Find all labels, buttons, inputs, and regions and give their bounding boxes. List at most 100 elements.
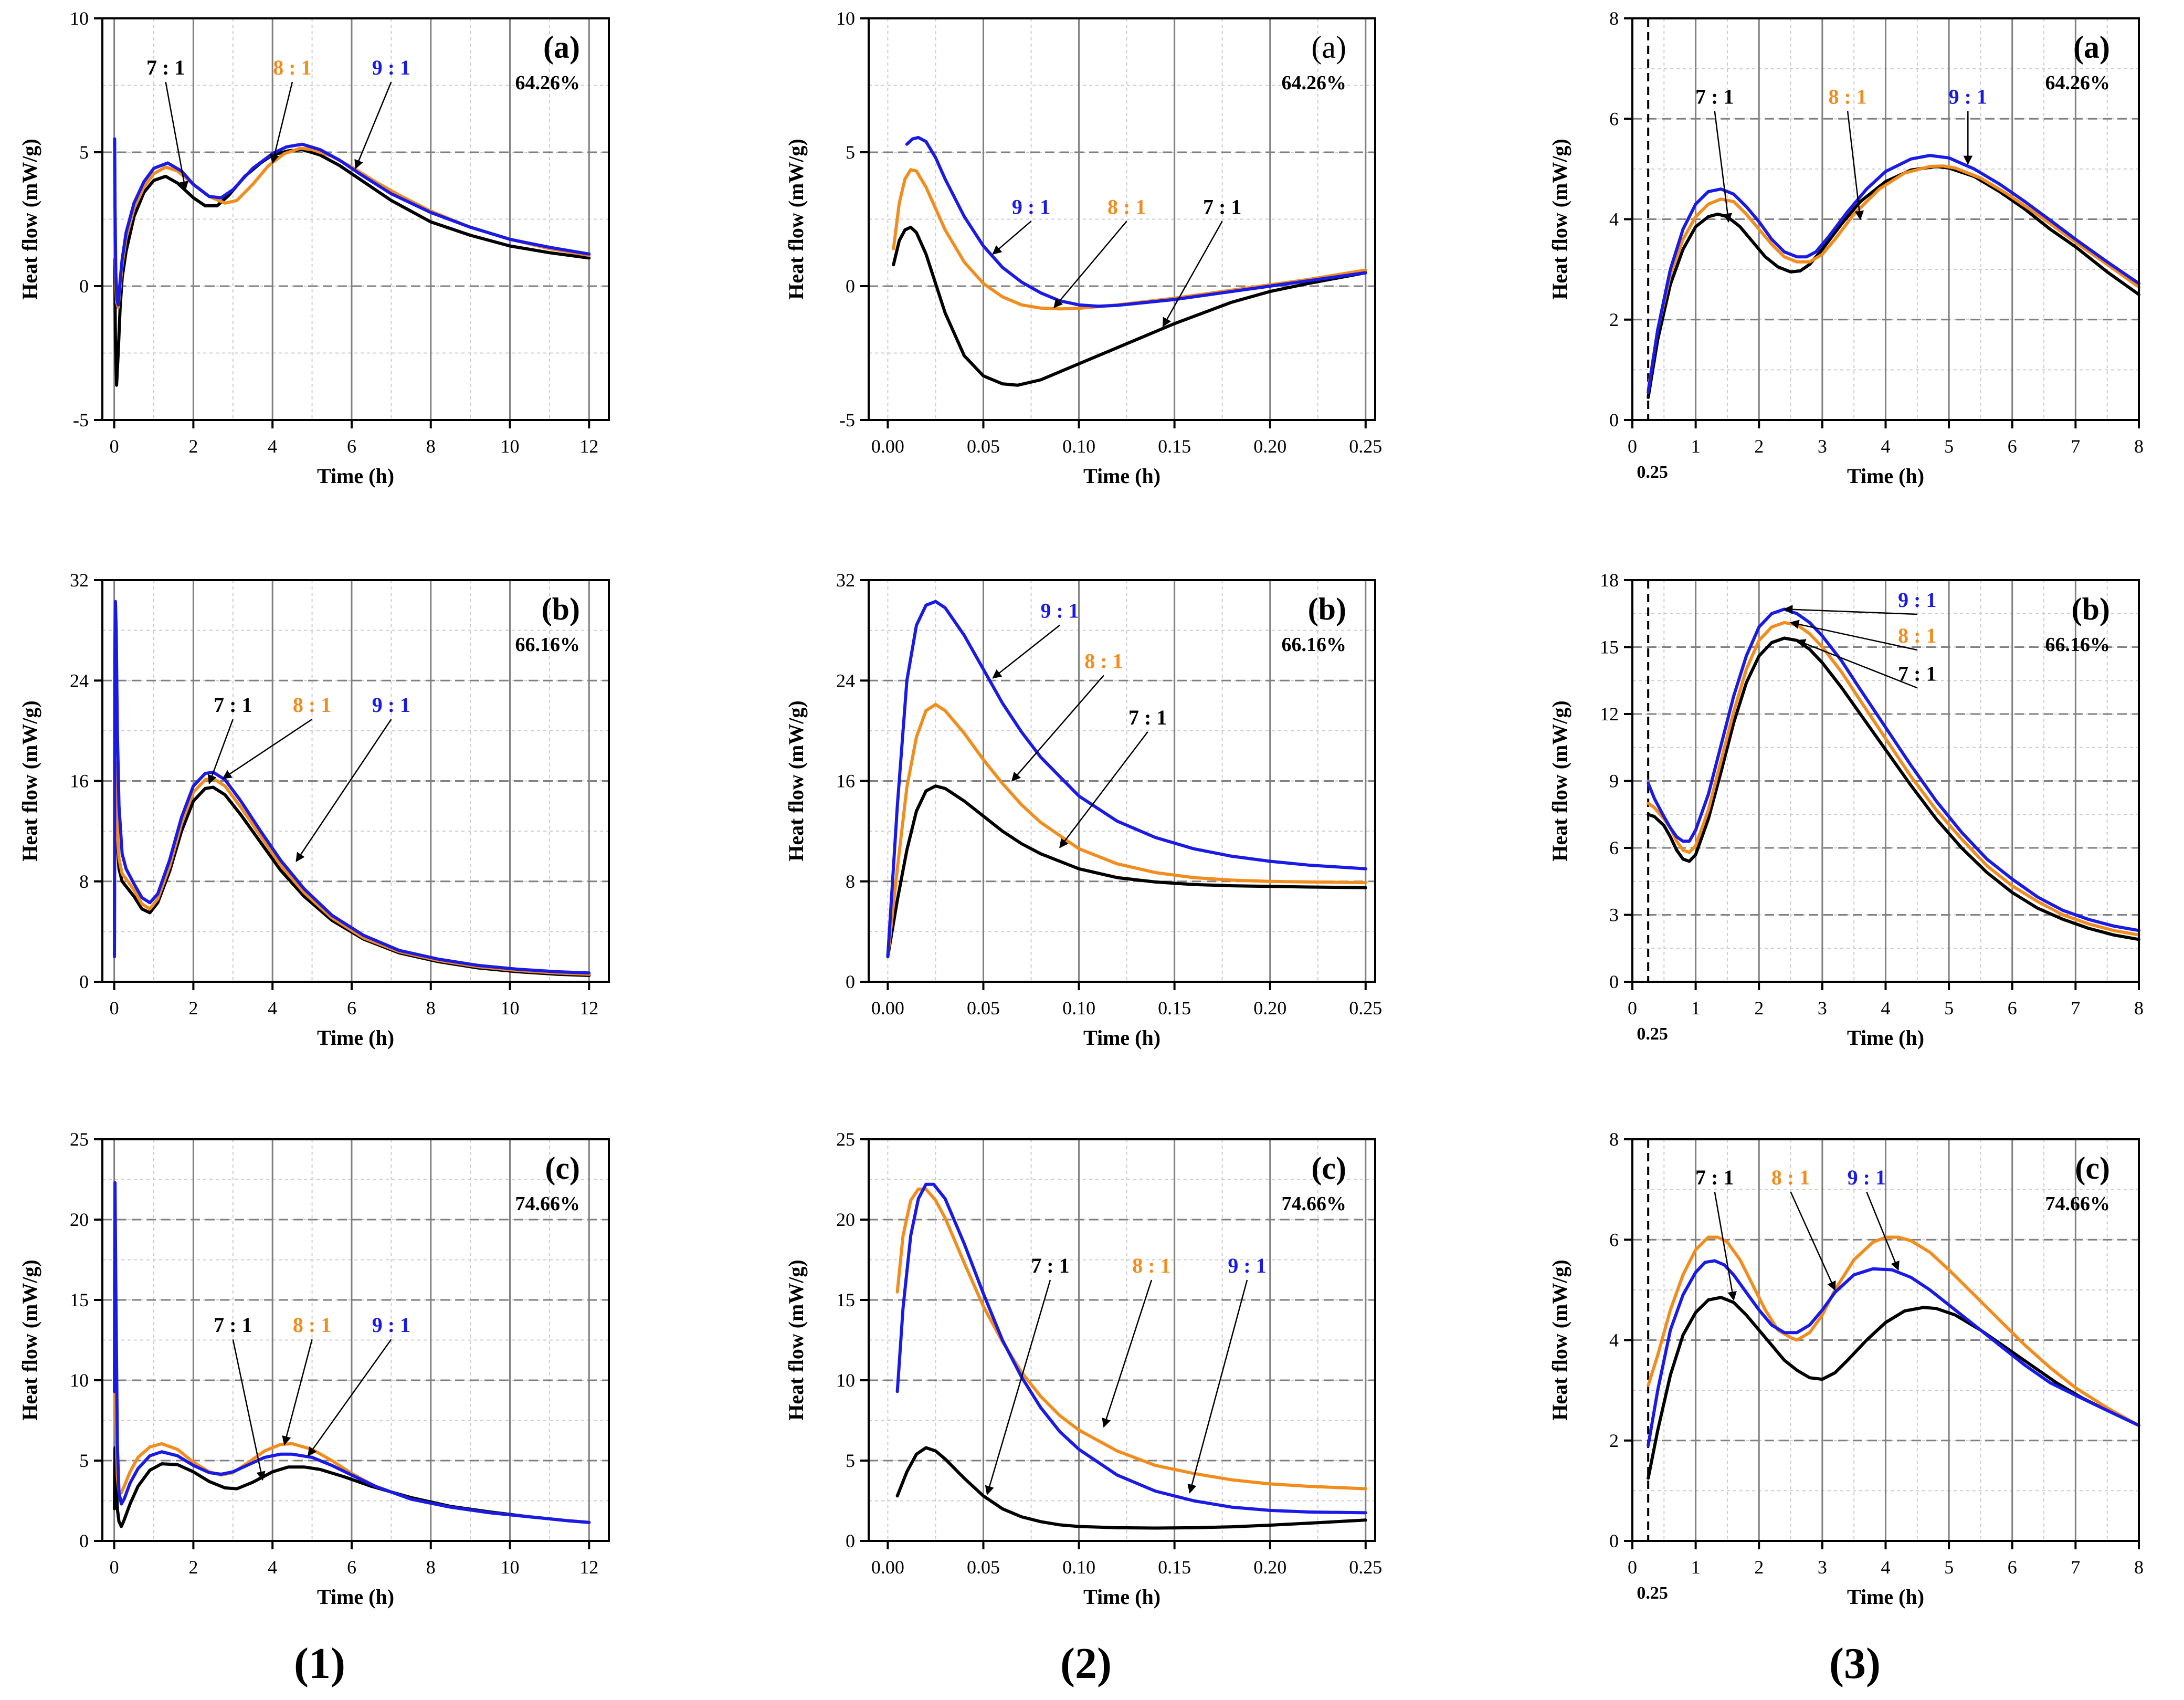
x-tick-label: 2 — [1754, 1557, 1764, 1578]
series-label-9:1: 9 : 1 — [1898, 588, 1936, 612]
x-tick-label: 0.25 — [1349, 1557, 1382, 1578]
series-label-arrow — [270, 81, 293, 164]
y-tick-label: 0 — [846, 971, 855, 992]
series-label-arrow — [1714, 1191, 1737, 1301]
series-label-9:1: 9 : 1 — [1040, 599, 1079, 623]
series-line-8:1 — [886, 702, 1367, 959]
x-axis-title: Time (h) — [1847, 1585, 1924, 1609]
series-label-arrow — [232, 1339, 266, 1481]
y-tick-label: 0 — [1609, 971, 1619, 992]
x-tick-label: 0.05 — [967, 436, 1000, 457]
column-label-2: (2) — [1060, 1639, 1112, 1688]
series-label-arrow — [1847, 111, 1864, 221]
series-label-arrow — [1714, 111, 1733, 223]
x-axis-title: Time (h) — [1847, 1026, 1924, 1050]
x-tick-label: 10 — [501, 998, 520, 1019]
x-tick-label: 8 — [2134, 998, 2144, 1019]
x-tick-label: 0.10 — [1062, 1557, 1095, 1578]
y-tick-label: 32 — [836, 570, 855, 591]
series-line-7:1 — [892, 225, 1367, 387]
y-tick-label: 24 — [70, 670, 89, 691]
series-label-8:1: 8 : 1 — [1828, 85, 1866, 109]
x-axis-title: Time (h) — [1847, 464, 1924, 488]
y-tick-label: 24 — [836, 670, 855, 691]
y-tick-label: 32 — [70, 570, 89, 591]
y-tick-label: 15 — [70, 1289, 89, 1310]
series-label-arrow — [1059, 731, 1148, 848]
series-label-7:1: 7 : 1 — [1031, 1254, 1069, 1277]
series-line-8:1 — [892, 168, 1367, 311]
x-tick-label: 4 — [268, 436, 277, 457]
y-tick-label: 15 — [1600, 637, 1619, 658]
x-tick-label: 1 — [1691, 998, 1701, 1019]
series-line-7:1 — [886, 784, 1367, 959]
series-label-8:1: 8 : 1 — [1084, 649, 1123, 673]
plot-frame — [868, 17, 1376, 421]
x-tick-label: 7 — [2071, 436, 2080, 457]
x-axis-title: Time (h) — [317, 1585, 394, 1609]
y-tick-label: 0 — [79, 971, 89, 992]
chart-c22: 0.00 0.05 0.10 0.15 0.20 0.25 0 8 16 24 32 Time (h)… — [784, 570, 1382, 1050]
x-tick-label: 10 — [501, 436, 520, 457]
y-tick-label: 0 — [79, 276, 89, 297]
series-line-7:1 — [1647, 636, 2140, 941]
y-tick-label: 15 — [836, 1289, 855, 1310]
mix-ratio-annotation: 66.16% — [515, 634, 581, 656]
x-tick-label: 8 — [2134, 436, 2144, 457]
series-label-9:1: 9 : 1 — [1012, 195, 1050, 218]
mix-ratio-annotation: 66.16% — [1282, 634, 1347, 656]
y-axis-title: Heat flow (mW/g) — [784, 1260, 808, 1421]
x-tick-label: 0.15 — [1158, 998, 1191, 1019]
y-tick-label: 2 — [1609, 309, 1619, 330]
series-label-9:1: 9 : 1 — [1848, 1166, 1886, 1189]
y-tick-label: 6 — [1609, 108, 1619, 129]
y-tick-label: 9 — [1609, 771, 1619, 792]
series-label-7:1: 7 : 1 — [1898, 662, 1936, 685]
x-tick-label: 0.25 — [1349, 998, 1382, 1019]
y-tick-label: 5 — [846, 142, 855, 163]
x-tick-label: 0 — [110, 436, 119, 457]
series-label-8:1: 8 : 1 — [1107, 195, 1146, 218]
series-line-8:1 — [1647, 1235, 2140, 1428]
x-tick-label: 0 — [1628, 436, 1637, 457]
x-tick-label: 5 — [1944, 436, 1954, 457]
mix-ratio-annotation: 66.16% — [2045, 634, 2111, 656]
x-tick-label: 6 — [347, 1557, 356, 1578]
series-label-arrow — [354, 81, 392, 170]
series-label-arrow — [1790, 1191, 1836, 1291]
x-tick-label: 7 — [2071, 1557, 2080, 1578]
series-line-7:1 — [895, 1446, 1367, 1530]
y-tick-label: 8 — [1609, 1129, 1619, 1150]
y-tick-label: 8 — [1609, 8, 1619, 29]
x-tick-label: 2 — [188, 1557, 198, 1578]
y-tick-label: 0 — [846, 1530, 855, 1551]
y-axis-title: Heat flow (mW/g) — [18, 700, 41, 862]
x-tick-label: 2 — [1754, 436, 1764, 457]
mix-ratio-annotation: 64.26% — [2045, 72, 2111, 94]
series-label-arrow — [1783, 605, 1917, 615]
x-tick-label: 3 — [1818, 998, 1827, 1019]
panel-label: (b) — [2072, 592, 2110, 626]
x-tick-label: 12 — [579, 1557, 598, 1578]
series-label-9:1: 9 : 1 — [1949, 85, 1987, 109]
panel-label: (a) — [543, 30, 580, 65]
x-tick-label: 6 — [2008, 436, 2017, 457]
panel-label: (b) — [542, 592, 580, 626]
y-tick-label: 25 — [70, 1129, 89, 1150]
x-tick-label: 0.10 — [1062, 436, 1095, 457]
x-tick-label: 8 — [426, 436, 436, 457]
y-tick-label: 5 — [846, 1450, 855, 1471]
x-tick-label: 4 — [1881, 998, 1891, 1019]
y-tick-label: 16 — [836, 771, 855, 792]
series-label-arrow — [207, 719, 234, 784]
plot-frame — [101, 1138, 610, 1542]
x-tick-label: 4 — [268, 998, 277, 1019]
x-tick-label: 8 — [426, 1557, 436, 1578]
y-tick-label: 18 — [1600, 570, 1619, 591]
series-label-arrow — [992, 221, 1032, 255]
series-label-8:1: 8 : 1 — [1771, 1166, 1810, 1189]
x-axis-title: Time (h) — [1083, 1585, 1160, 1609]
y-tick-label: 3 — [1609, 905, 1619, 926]
y-tick-label: 8 — [846, 871, 855, 892]
